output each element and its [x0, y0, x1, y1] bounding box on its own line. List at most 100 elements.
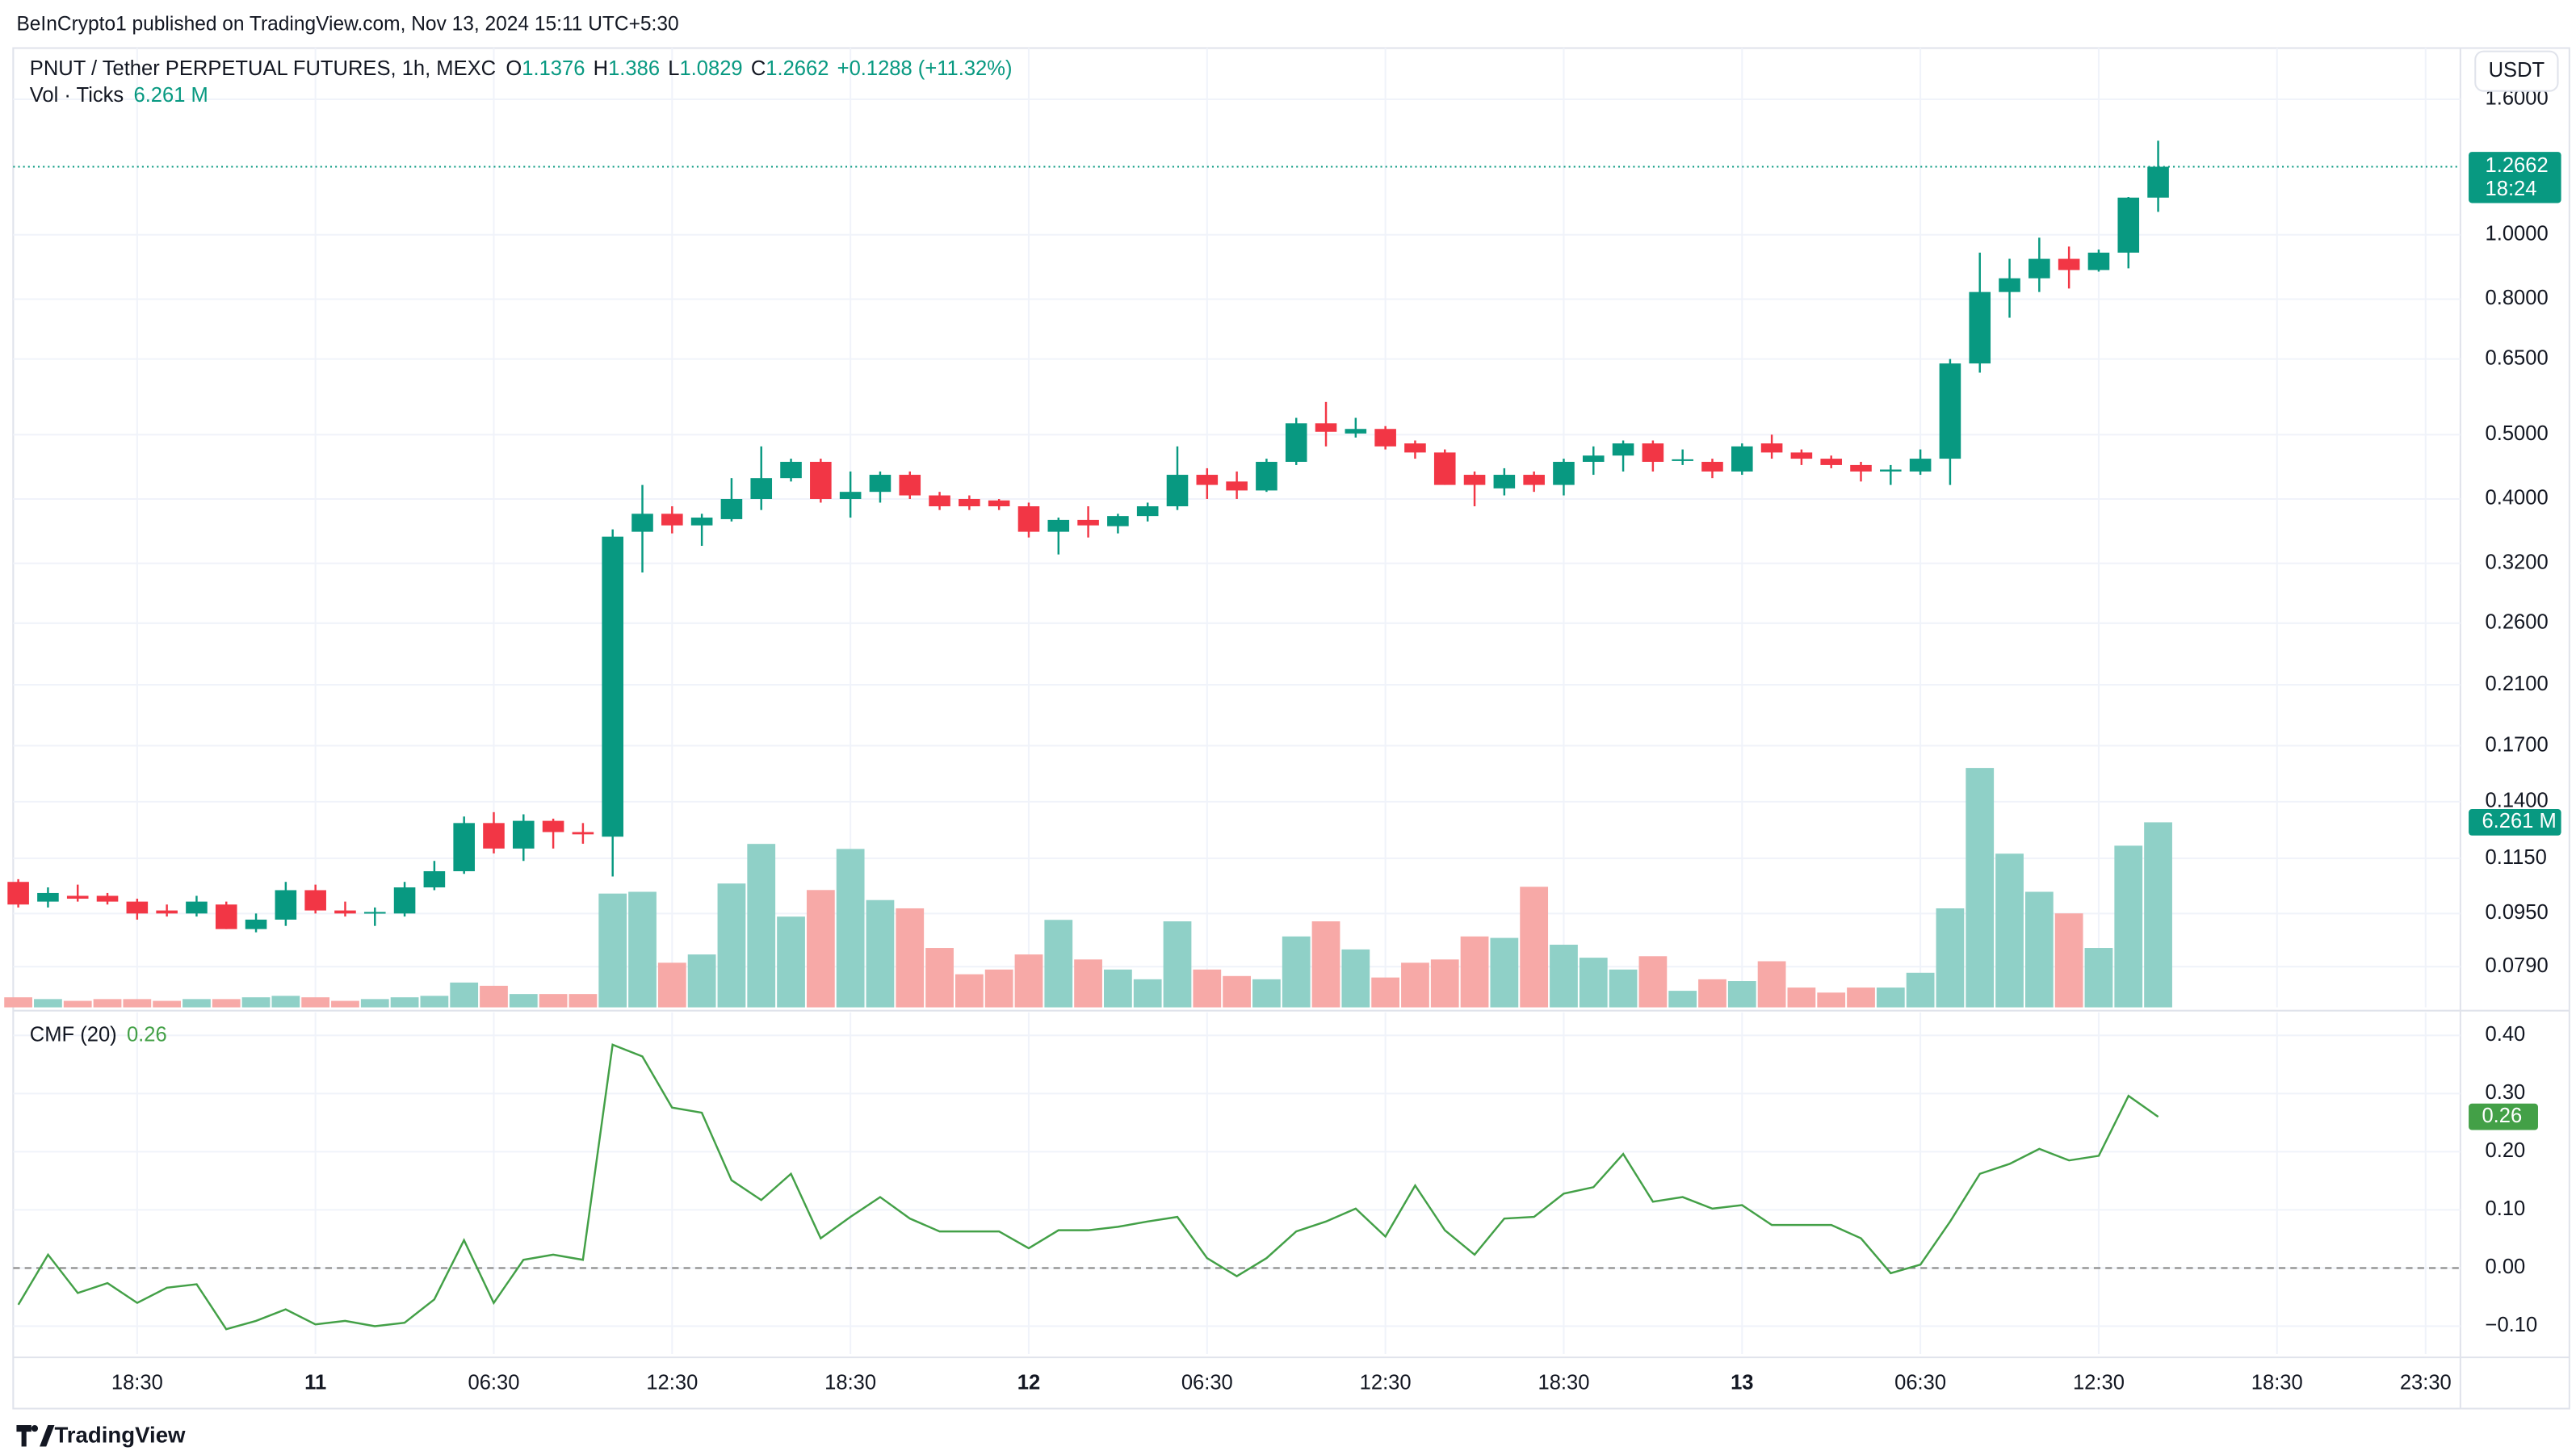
x-tick-label: 13: [1731, 1372, 1753, 1394]
candle-body: [1136, 506, 1159, 517]
candle-body: [1999, 278, 2020, 292]
volume-bar: [568, 994, 598, 1008]
volume-bar: [1609, 969, 1638, 1008]
x-tick-label: 12: [1017, 1372, 1040, 1394]
volume-bar: [2084, 948, 2113, 1008]
candle-body: [66, 895, 89, 899]
candle-body: [96, 895, 119, 902]
candle-body: [1404, 443, 1426, 453]
candle-body: [1077, 519, 1099, 526]
volume-bar: [1847, 987, 1875, 1008]
volume-bar: [2054, 913, 2083, 1008]
volume-bar: [1401, 962, 1429, 1008]
x-tick-label: 06:30: [1181, 1372, 1233, 1394]
ohlc-label: H: [594, 57, 608, 80]
close-value: 1.2662: [766, 57, 829, 80]
volume-bar: [1371, 977, 1400, 1008]
x-tick-label: 12:30: [646, 1372, 698, 1394]
cmf-name: CMF (20): [30, 1023, 117, 1046]
cmf-pane: [17, 1043, 2159, 1331]
volume-bar: [301, 997, 330, 1008]
candle-body: [1374, 429, 1396, 447]
candle-body: [2117, 197, 2140, 253]
candle-body: [1047, 519, 1070, 532]
candle-body: [1731, 446, 1753, 472]
y-tick-label: 0.5000: [2486, 422, 2549, 445]
volume-bar: [360, 999, 389, 1008]
x-tick-label: 12:30: [1360, 1372, 1412, 1394]
candle-body: [780, 461, 802, 479]
legend-row: PNUT / Tether PERPETUAL FUTURES, 1h, MEX…: [30, 57, 1013, 80]
volume-bar: [1163, 921, 1192, 1008]
candle-body: [1166, 475, 1189, 507]
candle-body: [1909, 459, 1932, 472]
cmf-tick-label: 0.10: [2486, 1197, 2526, 1220]
currency-button[interactable]: [2474, 50, 2559, 92]
candle-body: [1256, 461, 1278, 491]
candle-body: [839, 492, 862, 499]
volume-bar: [925, 948, 954, 1008]
brand-logo: TradingView: [16, 1423, 186, 1448]
brand-name: TradingView: [54, 1423, 186, 1448]
candle-body: [1612, 443, 1634, 456]
candle-body: [602, 536, 624, 837]
volume-bar: [212, 999, 241, 1008]
volume-bar: [1638, 956, 1668, 1008]
volume-bar: [4, 997, 32, 1008]
volume-bar: [271, 996, 300, 1008]
y-tick-label: 0.6500: [2486, 346, 2549, 369]
candles: [7, 140, 2169, 933]
volume-bar: [183, 999, 211, 1008]
volume-bar: [717, 883, 746, 1008]
volume-bar: [2024, 891, 2054, 1008]
volume-bar: [1936, 908, 1965, 1008]
volume-bar: [63, 1000, 92, 1008]
candle-body: [513, 820, 535, 849]
candle-body: [2087, 252, 2110, 270]
candle-body: [1790, 452, 1813, 459]
candle-body: [1433, 452, 1456, 485]
cmf-tick-label: −0.10: [2486, 1314, 2538, 1336]
countdown-label: 18:24: [2486, 178, 2537, 200]
candle-body: [1523, 475, 1545, 485]
cmf-value: 0.26: [127, 1023, 167, 1046]
currency-label[interactable]: USDT: [2489, 59, 2545, 82]
candle-body: [810, 461, 832, 499]
volume-bar: [1133, 979, 1162, 1008]
volume-bar: [480, 985, 508, 1008]
y-tick-label: 0.3200: [2486, 551, 2549, 573]
y-tick-label: 0.2600: [2486, 611, 2549, 634]
candle-body: [215, 904, 237, 929]
x-tick-label: 11: [304, 1372, 326, 1394]
candle-body: [959, 498, 980, 507]
volume-bar: [34, 999, 62, 1008]
candle-body: [661, 514, 683, 526]
volume-bar: [777, 916, 805, 1008]
candle-body: [750, 478, 773, 499]
x-tick-label: 18:30: [2251, 1372, 2303, 1394]
volume-value: 6.261 M: [133, 84, 208, 107]
candle-body: [1880, 469, 1902, 472]
volume-bar: [1282, 936, 1311, 1008]
publish-note: BeInCrypto1 published on TradingView.com…: [16, 13, 678, 35]
cmf-line: [17, 1043, 2159, 1331]
volume-bar: [1906, 972, 1935, 1008]
volume-bar: [1995, 853, 2024, 1008]
candle-body: [245, 919, 267, 929]
chart-title: PNUT / Tether PERPETUAL FUTURES, 1h, MEX…: [30, 57, 496, 80]
candle-body: [631, 514, 653, 532]
volume-bar: [1550, 945, 1578, 1008]
candle-body: [1672, 459, 1693, 461]
candle-body: [929, 495, 950, 507]
volume-bar: [687, 954, 716, 1008]
candle-body: [1196, 475, 1219, 485]
x-tick-label: 18:30: [111, 1372, 163, 1394]
candle-body: [1226, 481, 1248, 491]
ohlc-label: C: [751, 57, 766, 80]
x-tick-label: 23:30: [2400, 1372, 2452, 1394]
candle-body: [1017, 506, 1040, 532]
candle-body: [869, 475, 892, 493]
volume-bars: [4, 768, 2172, 1008]
